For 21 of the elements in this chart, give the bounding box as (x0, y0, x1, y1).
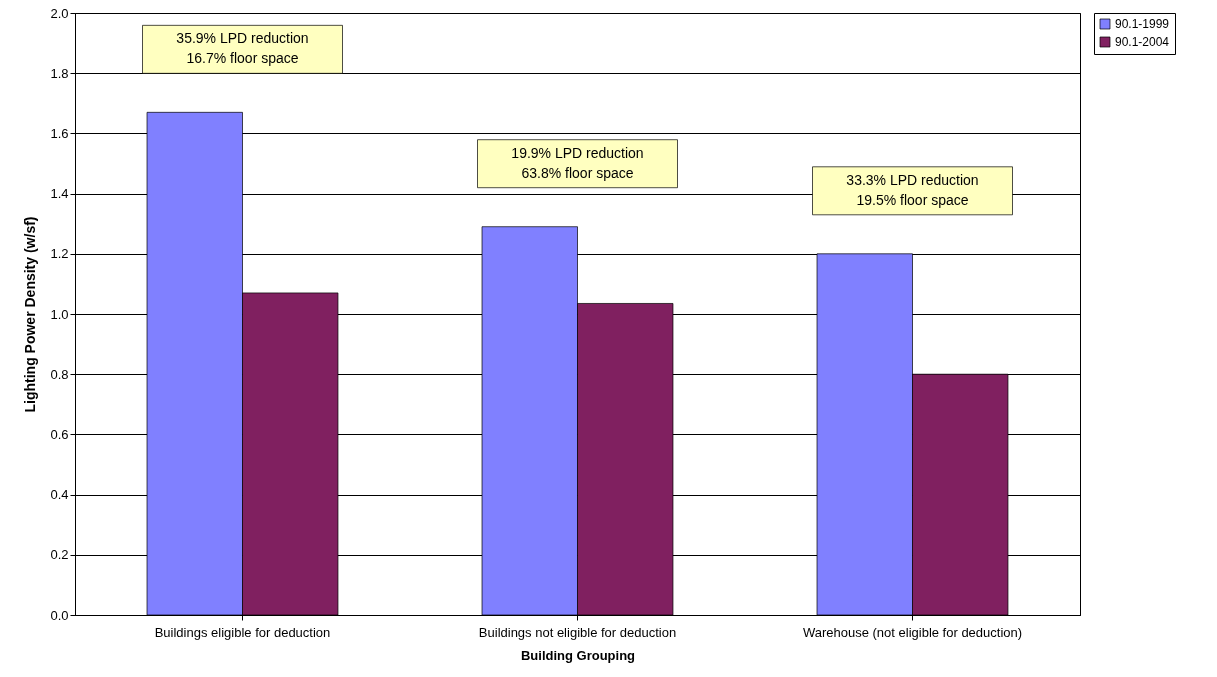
x-tick-label: Warehouse (not eligible for deduction) (802, 624, 1023, 640)
x-tick-label: Buildings not eligible for deduction (478, 624, 677, 640)
y-tick-label: 0.2 (50, 547, 69, 563)
y-tick-label: 1.0 (50, 306, 69, 322)
y-axis-title: Lighting Power Density (w/sf) (22, 216, 39, 413)
x-axis-title: Building Grouping (520, 647, 636, 663)
annotation: 33.3% LPD reduction 19.5% floor space (846, 171, 979, 208)
y-tick-label: 1.8 (50, 65, 69, 81)
y-tick-label: 0.0 (50, 607, 69, 623)
legend-label: 90.1-1999 (1115, 17, 1170, 31)
x-tick-label: Buildings eligible for deduction (154, 624, 331, 640)
y-tick-label: 1.4 (50, 186, 69, 202)
y-tick-label: 0.4 (50, 487, 69, 503)
annotation: 19.9% LPD reduction 63.8% floor space (511, 144, 644, 181)
legend-label: 90.1-2004 (1115, 35, 1170, 49)
y-tick-label: 0.8 (50, 366, 69, 382)
y-tick-label: 0.6 (50, 426, 69, 442)
y-tick-label: 1.6 (50, 125, 69, 141)
y-tick-label: 1.2 (50, 246, 69, 262)
y-tick-label: 2.0 (50, 5, 69, 21)
annotation: 35.9% LPD reduction 16.7% floor space (176, 30, 309, 67)
